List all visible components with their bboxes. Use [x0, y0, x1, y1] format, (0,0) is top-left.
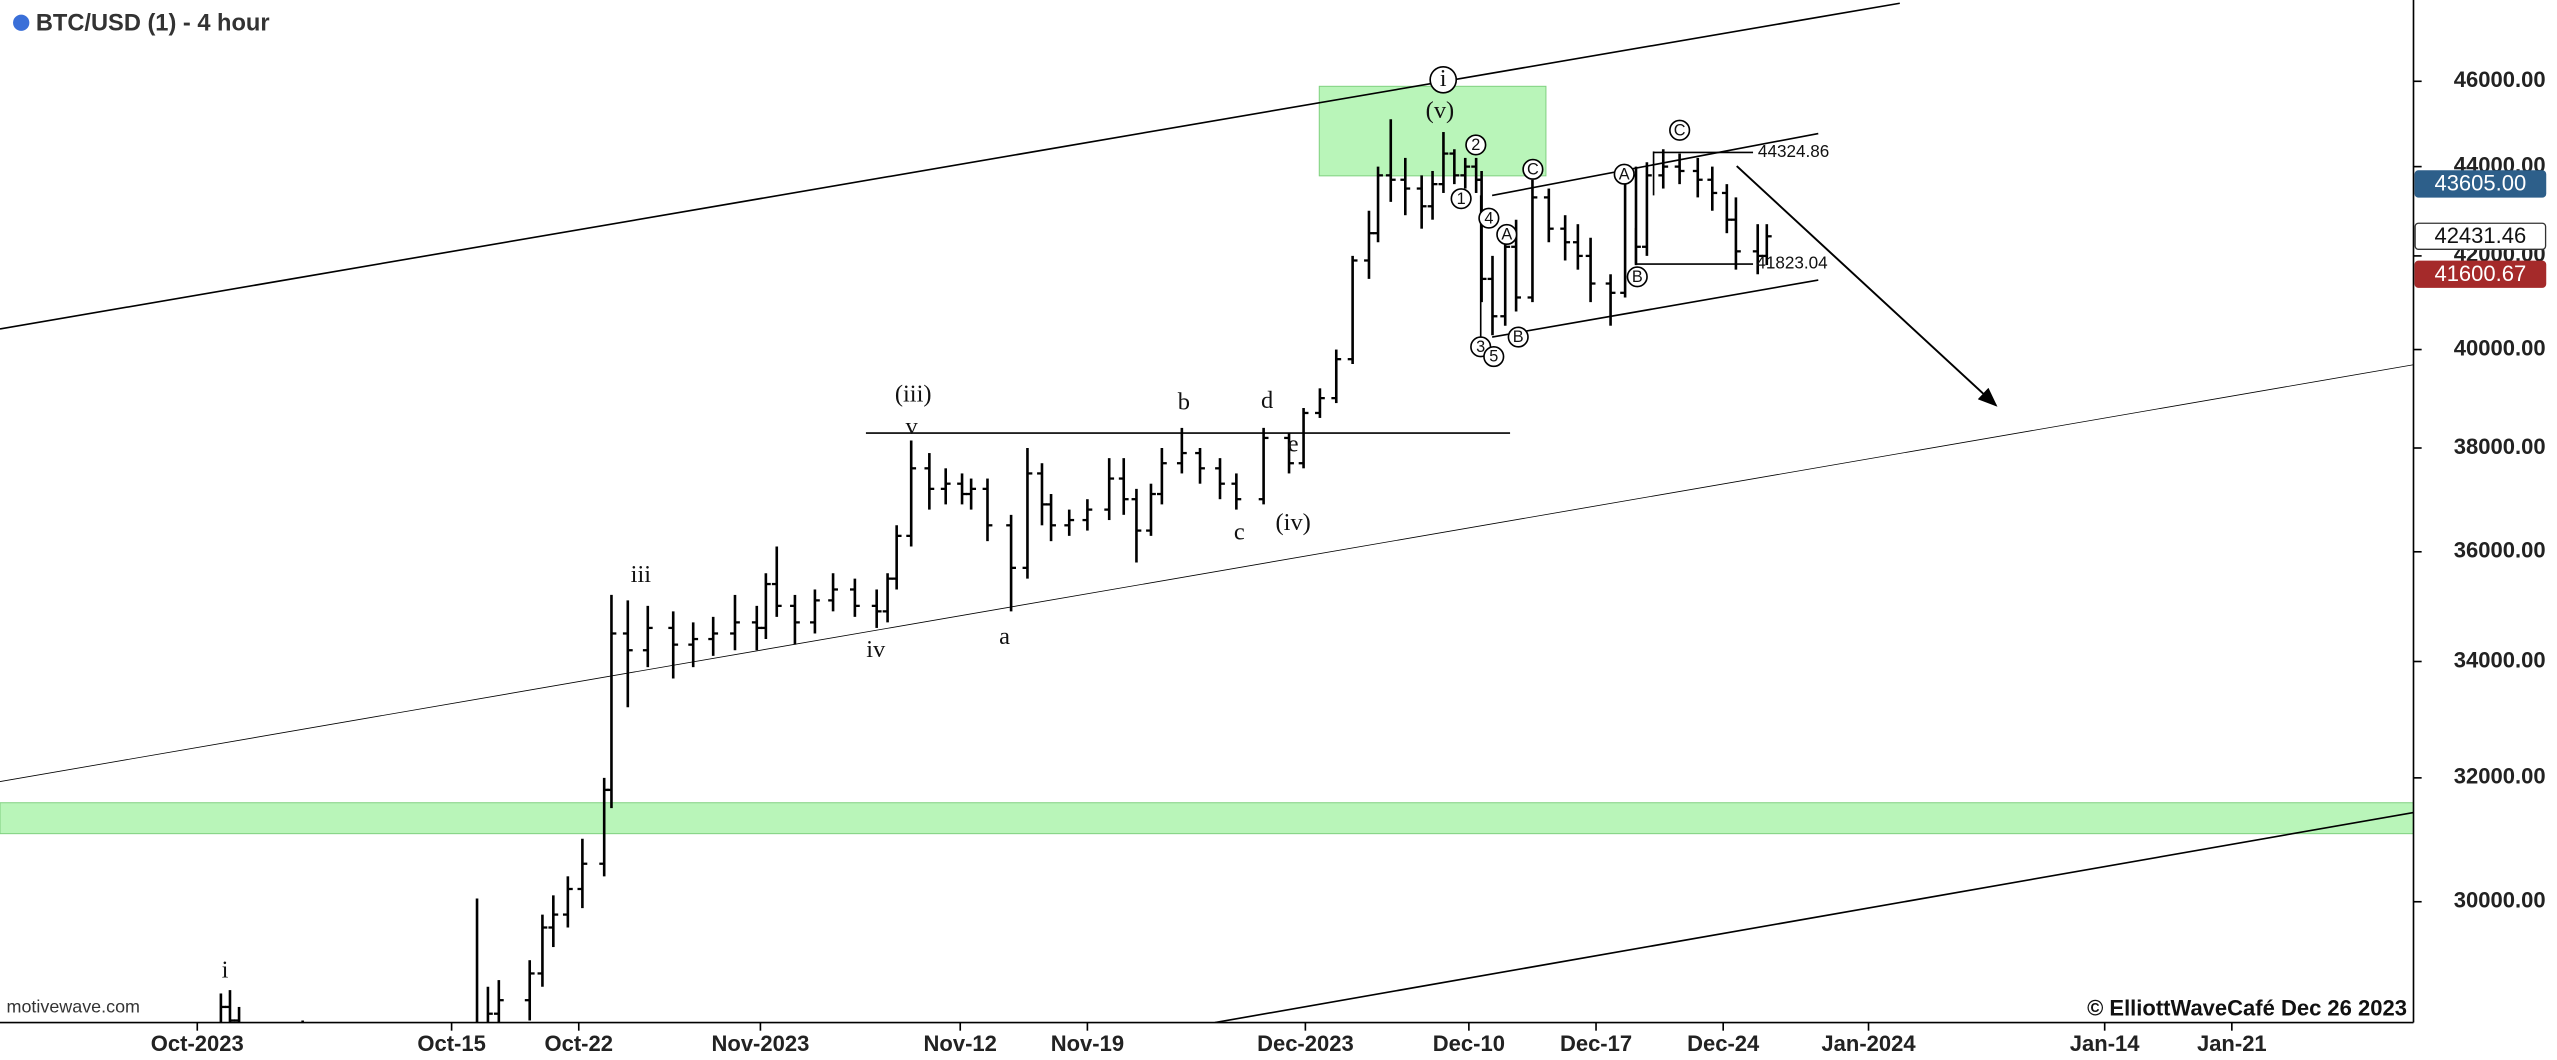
- price-tag: [2414, 260, 2547, 288]
- x-tick-label: Oct-22: [545, 1031, 613, 1056]
- wave-label-circled: C: [1527, 160, 1539, 178]
- forecast-arrow: [1736, 165, 1998, 407]
- x-tick-label: Nov-19: [1051, 1031, 1124, 1056]
- channel-middle: [0, 364, 2414, 782]
- annotations: 44324.8641823.04iiiiiv(iii)vabcde(iv)(v)…: [222, 65, 1830, 983]
- y-tick-label: 46000.00: [2454, 67, 2546, 92]
- wave-label-circled: B: [1632, 268, 1643, 286]
- wave-circle: [1507, 326, 1529, 348]
- wave-circle: [1613, 163, 1635, 185]
- wave-label-circled: B: [1513, 328, 1524, 346]
- wave-circle: [1465, 134, 1487, 156]
- price-level-label: 44324.86: [1758, 142, 1829, 161]
- wave-label-circled: 3: [1476, 338, 1485, 356]
- x-tick-label: Dec-17: [1560, 1031, 1632, 1056]
- wave-label-circled: 1: [1457, 190, 1466, 208]
- x-tick-label: Oct-2023: [151, 1031, 244, 1056]
- wave-circle: [1450, 188, 1472, 210]
- price-tag-label: 43605.00: [2434, 171, 2526, 196]
- x-tick-label: Jan-21: [2197, 1031, 2267, 1056]
- wave-label: iv: [866, 636, 886, 663]
- wave-label: (iii): [895, 380, 932, 407]
- wave-label: b: [1178, 388, 1190, 415]
- trendlines: [0, 2, 2414, 1023]
- x-tick-label: Dec-10: [1433, 1031, 1505, 1056]
- wedge-lower: [1491, 279, 1819, 338]
- wave-label: a: [999, 623, 1010, 650]
- watermark: motivewave.com: [7, 997, 140, 1017]
- wave-label-circled: 4: [1484, 209, 1493, 227]
- wave-label-circled: i: [1440, 65, 1447, 92]
- price-tag-label: 42431.46: [2434, 223, 2526, 248]
- x-tick-label: Dec-24: [1687, 1031, 1760, 1056]
- channel-lower: [1214, 811, 2414, 1023]
- wave-label: d: [1261, 387, 1273, 414]
- support-zone: [0, 802, 2414, 835]
- wave-label-circled: C: [1674, 121, 1686, 139]
- wave-label: e: [1288, 431, 1299, 458]
- symbol-dot: [13, 14, 30, 31]
- price-tag: [2414, 170, 2547, 198]
- wave-circle: [1522, 158, 1544, 180]
- wave-label-circled: 5: [1489, 348, 1498, 366]
- wave-label: v: [905, 413, 918, 440]
- y-tick-label: 32000.00: [2454, 764, 2546, 789]
- x-tick-label: Jan-2024: [1821, 1031, 1916, 1056]
- price-level-label: 41823.04: [1756, 254, 1827, 273]
- wave-circle: [1429, 65, 1458, 94]
- wave-label-circled: A: [1619, 165, 1630, 183]
- x-tick-label: Jan-14: [2070, 1031, 2140, 1056]
- copyright: © ElliottWaveCafé Dec 26 2023: [2087, 995, 2407, 1020]
- wave-label: (iv): [1276, 509, 1311, 536]
- wave-label-circled: A: [1501, 226, 1512, 244]
- wave-label: (v): [1426, 97, 1455, 124]
- wave-label: c: [1234, 519, 1245, 546]
- price-bars: [219, 119, 1772, 1023]
- x-tick-label: Nov-2023: [711, 1031, 809, 1056]
- wave-label-circled: 2: [1471, 136, 1480, 154]
- target-zone: [1318, 85, 1547, 177]
- wave-label: i: [222, 957, 229, 984]
- wave-circle: [1483, 346, 1505, 368]
- channel-upper: [0, 2, 1900, 330]
- y-tick-label: 34000.00: [2454, 647, 2546, 672]
- price-tag-label: 41600.67: [2434, 261, 2526, 286]
- y-tick-label: 38000.00: [2454, 434, 2546, 459]
- chart-title: BTC/USD (1) - 4 hour: [36, 11, 270, 37]
- wave-circle: [1669, 119, 1691, 141]
- wedge-upper: [1491, 132, 1819, 197]
- x-tick-label: Oct-15: [417, 1031, 485, 1056]
- y-tick-label: 40000.00: [2454, 335, 2546, 360]
- wave-circle: [1478, 207, 1500, 229]
- y-tick-label: 36000.00: [2454, 538, 2546, 563]
- y-tick-label: 30000.00: [2454, 888, 2546, 913]
- wave-circle: [1496, 223, 1518, 246]
- x-tick-label: Nov-12: [924, 1031, 997, 1056]
- x-tick-label: Dec-2023: [1257, 1031, 1354, 1056]
- wave-circle: [1626, 266, 1648, 288]
- wave-label: iii: [631, 561, 652, 588]
- price-tag: [2414, 222, 2547, 250]
